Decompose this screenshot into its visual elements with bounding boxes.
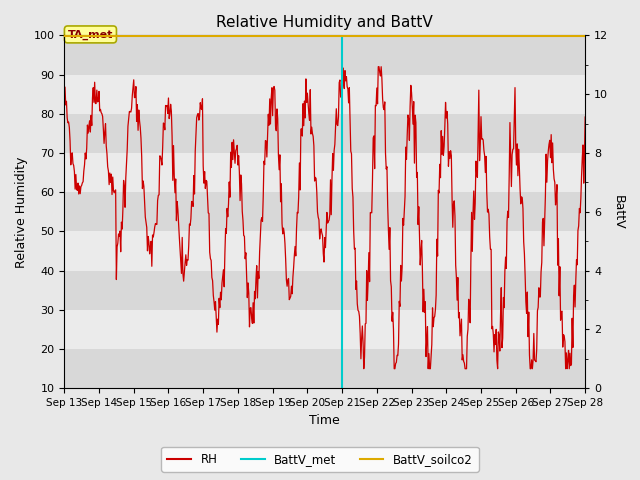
Bar (64, 36, 585, 74)
Bar (64, 271, 585, 310)
Y-axis label: BattV: BattV (612, 194, 625, 229)
Bar (64, 153, 585, 192)
Bar (64, 114, 585, 153)
X-axis label: Time: Time (309, 414, 340, 427)
Legend: RH, BattV_met, BattV_soilco2: RH, BattV_met, BattV_soilco2 (161, 447, 479, 472)
Bar (64, 74, 585, 114)
Bar (64, 192, 585, 231)
Y-axis label: Relative Humidity: Relative Humidity (15, 156, 28, 267)
Text: TA_met: TA_met (68, 29, 113, 39)
Title: Relative Humidity and BattV: Relative Humidity and BattV (216, 15, 433, 30)
Bar (64, 310, 585, 349)
Bar (64, 231, 585, 271)
Bar (64, 349, 585, 388)
